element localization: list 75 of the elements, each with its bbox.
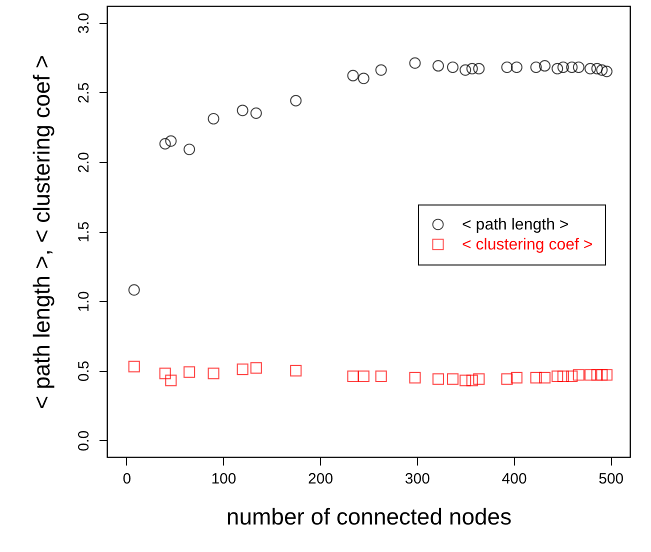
point [596, 369, 608, 381]
point [510, 372, 522, 384]
point [236, 104, 248, 116]
point [557, 370, 569, 382]
point [128, 284, 140, 296]
y-axis-title: < path length >, < clustering coef > [28, 54, 54, 410]
point [165, 374, 177, 386]
point [584, 62, 596, 74]
legend-label: < clustering coef > [462, 236, 593, 254]
point [165, 135, 177, 147]
y-tick-label: 3.0 [76, 12, 92, 34]
point [530, 61, 542, 74]
point [236, 364, 248, 376]
point [591, 62, 603, 74]
x-tick-label: 500 [598, 470, 624, 488]
point [466, 62, 478, 74]
point [409, 372, 421, 384]
point [591, 369, 603, 381]
point [347, 70, 359, 82]
point [184, 366, 196, 378]
y-tick-label: 2.5 [76, 82, 92, 104]
point [290, 364, 302, 376]
point [358, 370, 370, 382]
point [473, 62, 485, 74]
point [538, 60, 551, 72]
point [409, 57, 421, 69]
point [566, 61, 578, 74]
x-tick-label: 200 [308, 470, 334, 488]
x-tick-label: 300 [404, 470, 430, 488]
point [501, 61, 513, 74]
point [572, 369, 584, 381]
y-tick-label: 1.0 [76, 291, 92, 312]
point [557, 61, 569, 74]
point [460, 374, 472, 386]
point [208, 368, 220, 380]
point [358, 72, 370, 84]
point [572, 61, 584, 74]
point [552, 370, 564, 382]
x-tick-label: 100 [211, 470, 236, 488]
legend-label: < path length > [462, 216, 569, 234]
x-tick-label: 400 [502, 470, 527, 488]
y-tick-label: 0.0 [76, 430, 92, 452]
point [501, 373, 513, 385]
point [159, 368, 171, 380]
point [600, 369, 613, 381]
point [510, 61, 522, 74]
point [184, 144, 196, 156]
point [446, 373, 459, 385]
point [159, 138, 171, 150]
x-tick-label: 0 [122, 470, 132, 488]
point [290, 94, 302, 106]
point [600, 66, 613, 78]
y-tick-label: 0.5 [76, 360, 92, 382]
point [552, 62, 564, 74]
point [460, 64, 472, 76]
point [584, 369, 596, 381]
point [466, 374, 478, 386]
point [473, 373, 485, 385]
point [250, 362, 262, 374]
point [250, 107, 262, 119]
point [530, 372, 542, 384]
point [566, 370, 578, 382]
point [208, 112, 220, 125]
point [538, 372, 551, 384]
point [347, 370, 359, 382]
point [432, 60, 444, 72]
y-tick-label: 2.0 [76, 152, 92, 173]
point [446, 61, 459, 74]
point [128, 360, 140, 372]
point [596, 64, 608, 76]
point [375, 64, 387, 76]
x-axis-title: number of connected nodes [226, 504, 512, 530]
point [375, 370, 387, 382]
point [432, 373, 444, 385]
y-tick-label: 1.5 [76, 222, 92, 242]
